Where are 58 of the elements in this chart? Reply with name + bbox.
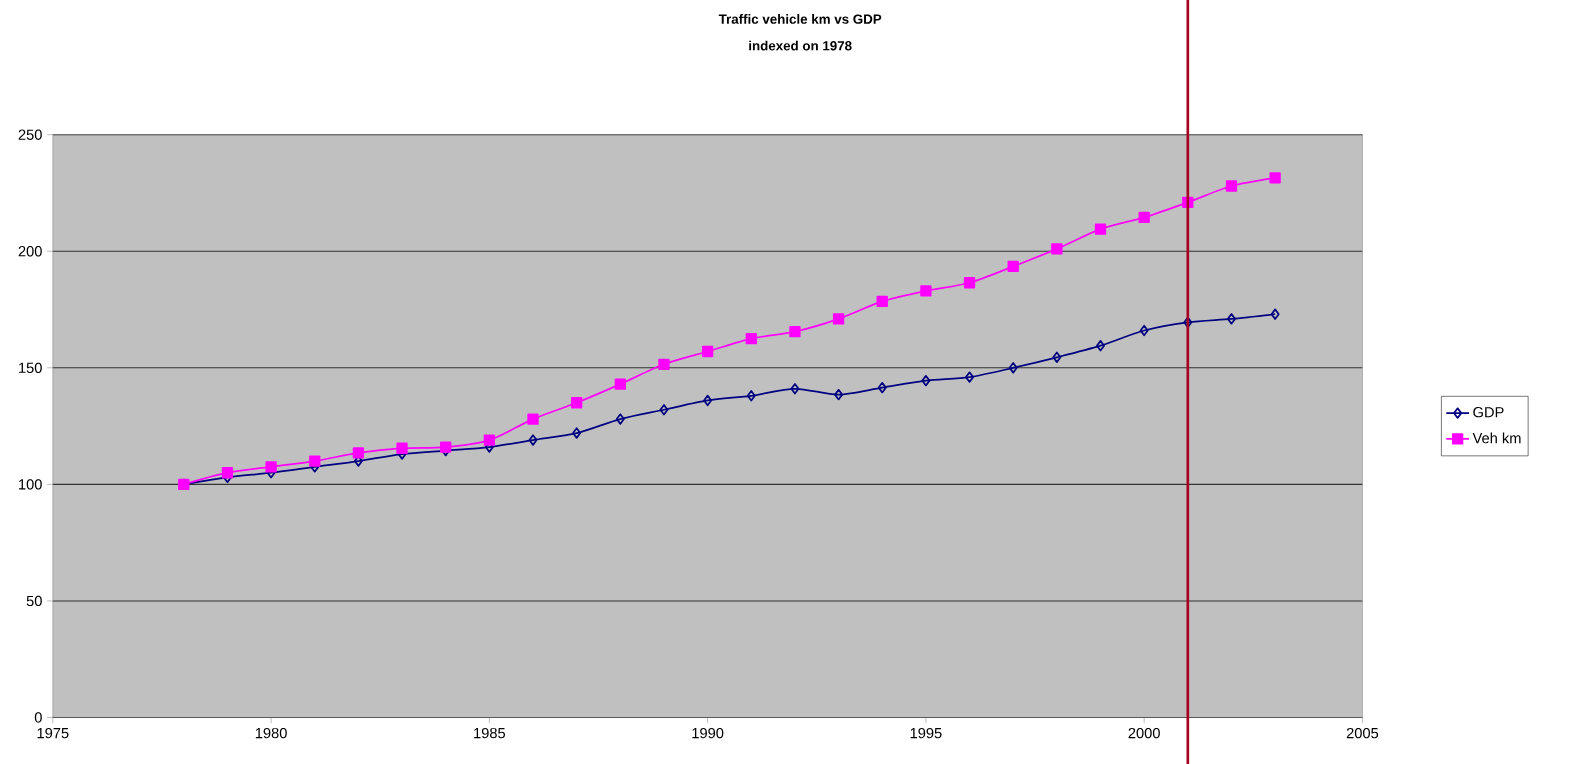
point	[745, 332, 757, 345]
point	[396, 442, 408, 454]
point	[527, 413, 539, 425]
x-tick-label: 1990	[692, 727, 724, 739]
point	[1225, 180, 1238, 192]
point	[965, 371, 975, 383]
point	[832, 313, 845, 325]
point	[790, 383, 800, 395]
point	[528, 434, 538, 446]
point	[265, 461, 277, 473]
point	[614, 378, 626, 390]
point	[746, 390, 756, 402]
y-tick-label: 200	[18, 245, 42, 257]
point	[1138, 211, 1150, 224]
point	[659, 404, 669, 416]
point	[1051, 243, 1063, 255]
point	[309, 455, 321, 467]
point	[921, 374, 931, 387]
point	[483, 434, 496, 446]
point	[658, 358, 670, 370]
point	[963, 276, 976, 289]
point	[789, 325, 801, 338]
x-tick-label: 2005	[1346, 727, 1379, 739]
y-tick-label: 50	[26, 595, 42, 607]
point	[1227, 313, 1236, 325]
point	[1094, 223, 1107, 235]
point	[877, 381, 887, 394]
legend-label: GDP	[1473, 406, 1504, 418]
y-tick-label: 0	[34, 712, 42, 723]
x-tick-label: 2000	[1128, 727, 1160, 739]
point	[572, 427, 582, 439]
legend-label: Veh km	[1472, 432, 1521, 444]
point	[1183, 316, 1193, 328]
point	[1270, 308, 1280, 320]
point	[1007, 260, 1019, 272]
point	[221, 466, 234, 479]
point	[352, 447, 365, 459]
point	[920, 285, 932, 297]
chart-title: Traffic vehicle km vs GDP	[718, 13, 882, 24]
x-tick-label: 1975	[37, 727, 69, 739]
point	[1052, 351, 1062, 363]
x-tick-label: 1980	[255, 727, 287, 739]
point	[876, 295, 888, 307]
point	[1269, 172, 1281, 184]
point	[615, 413, 625, 425]
x-tick-label: 1985	[474, 727, 506, 739]
x-tick-label: 1995	[910, 727, 942, 739]
point	[440, 441, 452, 453]
chart-subtitle: indexed on 1978	[749, 40, 852, 51]
point	[834, 388, 844, 401]
point	[1008, 362, 1018, 374]
point	[570, 397, 583, 409]
point	[703, 394, 713, 407]
point	[701, 345, 714, 358]
y-tick-label: 100	[19, 479, 42, 490]
y-tick-label: 250	[18, 129, 42, 140]
y-tick-label: 150	[19, 362, 42, 373]
point	[1139, 324, 1149, 337]
